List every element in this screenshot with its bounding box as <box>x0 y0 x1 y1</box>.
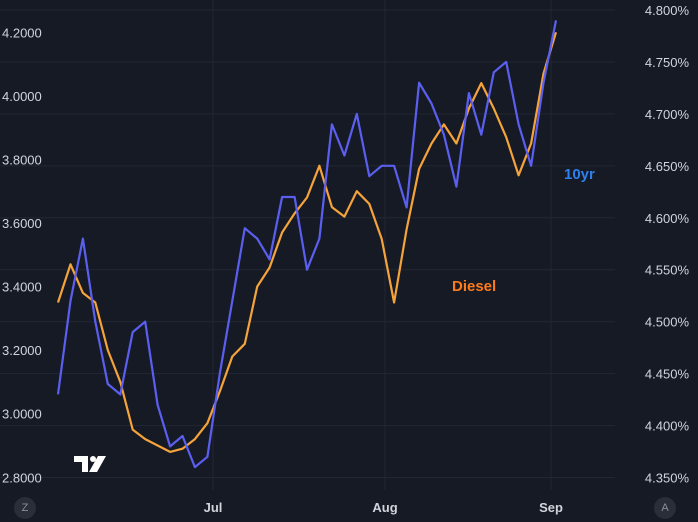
series-label-10yr: 10yr <box>564 166 595 183</box>
series-labels: 10yr Diesel <box>452 166 595 295</box>
x-tick-label: Sep <box>539 500 563 515</box>
x-tick-label: Jul <box>204 500 223 515</box>
left-tick-label: 2.8000 <box>2 470 42 485</box>
left-tick-label: 3.6000 <box>2 216 42 231</box>
left-tick-label: 4.0000 <box>2 89 42 104</box>
tradingview-logo-icon <box>74 456 106 472</box>
left-tick-label: 3.8000 <box>2 152 42 167</box>
left-tick-label: 3.2000 <box>2 343 42 358</box>
right-tick-label: 4.750% <box>645 55 690 70</box>
series-line-diesel <box>56 31 558 453</box>
right-tick-label: 4.600% <box>645 211 690 226</box>
right-tick-label: 4.500% <box>645 315 690 330</box>
scale-z-button[interactable]: Z <box>14 497 36 519</box>
series-lines <box>56 20 558 469</box>
right-tick-label: 4.350% <box>645 471 690 486</box>
left-tick-label: 3.0000 <box>2 407 42 422</box>
right-axis-ticks: 4.800% 4.750% 4.700% 4.650% 4.600% 4.550% 4.50… <box>645 3 690 486</box>
grid-lines <box>0 0 615 490</box>
right-tick-label: 4.550% <box>645 263 690 278</box>
left-tick-label: 3.4000 <box>2 280 42 295</box>
x-tick-label: Aug <box>372 500 397 515</box>
series-line-10yr <box>56 20 558 469</box>
auto-scale-button[interactable]: A <box>654 497 676 519</box>
right-tick-label: 4.700% <box>645 107 690 122</box>
right-tick-label: 4.400% <box>645 419 690 434</box>
right-tick-label: 4.800% <box>645 3 690 18</box>
right-tick-label: 4.650% <box>645 159 690 174</box>
series-label-diesel: Diesel <box>452 278 496 295</box>
left-axis-ticks: 4.2000 4.0000 3.8000 3.6000 3.4000 3.2000 3.00… <box>2 25 42 485</box>
x-axis-ticks: Jul Aug Sep <box>204 500 563 515</box>
left-tick-label: 4.2000 <box>2 25 42 40</box>
right-tick-label: 4.450% <box>645 367 690 382</box>
